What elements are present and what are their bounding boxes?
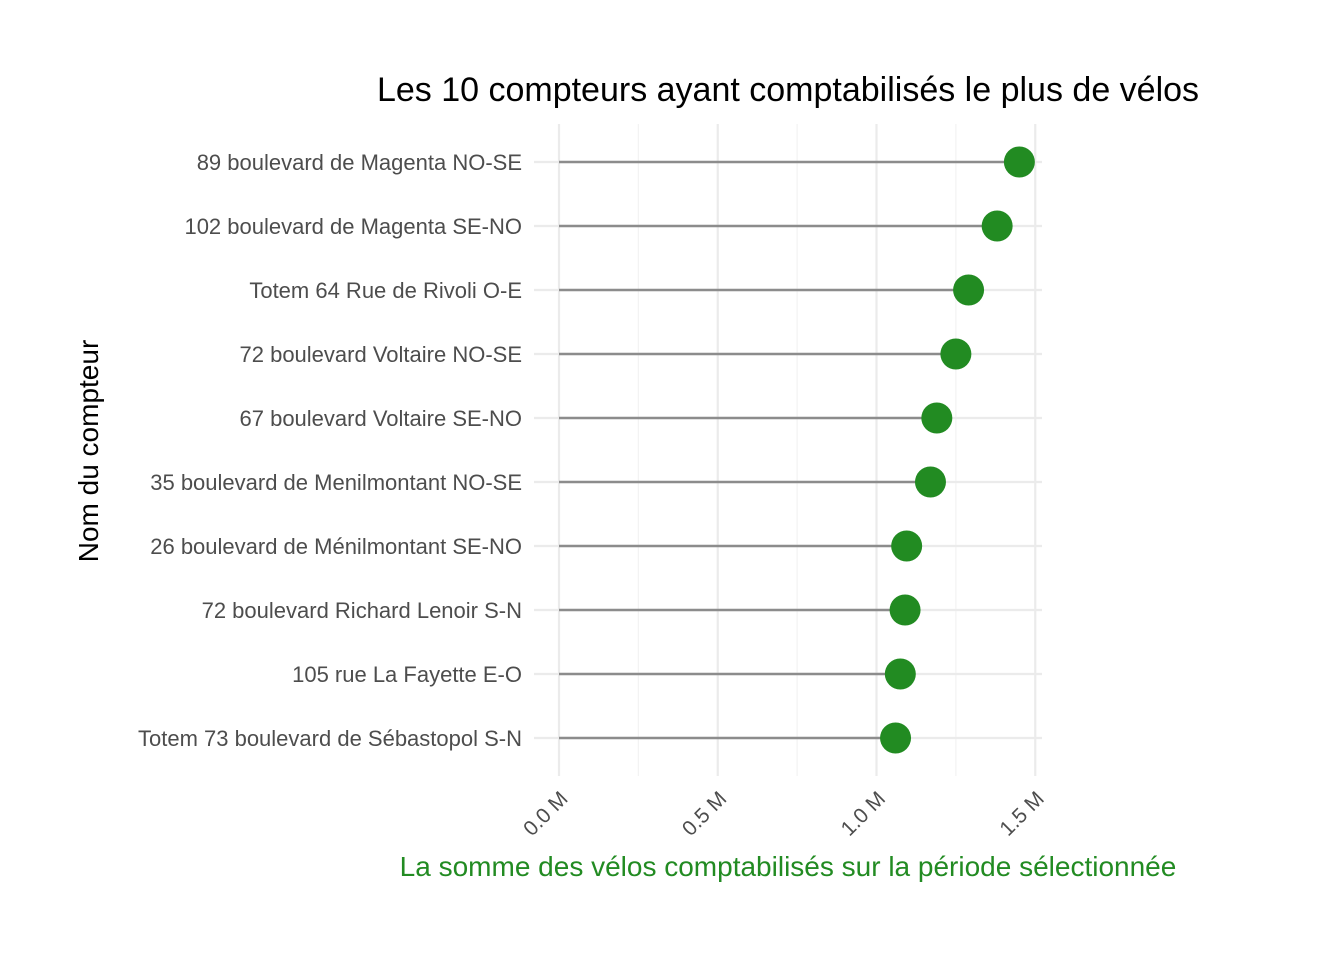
lollipop-point <box>921 402 953 434</box>
grid <box>534 124 1042 776</box>
lollipop-point <box>1003 146 1035 178</box>
lollipop-point <box>953 274 985 306</box>
category-label: 72 boulevard Richard Lenoir S-N <box>202 598 522 623</box>
lollipop-point <box>884 658 916 690</box>
lollipop-points <box>880 146 1035 754</box>
x-tick-label: 1.5 M <box>995 787 1048 840</box>
x-tick-label: 0.0 M <box>519 787 572 840</box>
x-axis-label: La somme des vélos comptabilisés sur la … <box>400 851 1177 882</box>
lollipop-point <box>914 466 946 498</box>
x-tick-label: 0.5 M <box>678 787 731 840</box>
lollipop-point <box>940 338 972 370</box>
category-label: 102 boulevard de Magenta SE-NO <box>184 214 522 239</box>
category-label: Totem 64 Rue de Rivoli O-E <box>249 278 522 303</box>
lollipop-point <box>880 722 912 754</box>
lollipop-point <box>981 210 1013 242</box>
category-label: 35 boulevard de Menilmontant NO-SE <box>150 470 522 495</box>
category-label: Totem 73 boulevard de Sébastopol S-N <box>138 726 522 751</box>
category-label: 72 boulevard Voltaire NO-SE <box>240 342 523 367</box>
chart-title: Les 10 compteurs ayant comptabilisés le … <box>377 71 1199 109</box>
y-axis-label: Nom du compteur <box>73 340 104 563</box>
lollipop-stems <box>559 160 1020 740</box>
category-labels: 89 boulevard de Magenta NO-SE 102 bouleva… <box>138 150 522 751</box>
x-tick-labels: 0.0 M 0.5 M 1.0 M 1.5 M <box>519 787 1049 840</box>
lollipop-point <box>889 594 921 626</box>
category-label: 105 rue La Fayette E-O <box>292 662 522 687</box>
category-label: 26 boulevard de Ménilmontant SE-NO <box>150 534 522 559</box>
lollipop-point <box>891 530 923 562</box>
x-tick-label: 1.0 M <box>837 787 890 840</box>
category-label: 67 boulevard Voltaire SE-NO <box>240 406 523 431</box>
category-label: 89 boulevard de Magenta NO-SE <box>197 150 522 175</box>
